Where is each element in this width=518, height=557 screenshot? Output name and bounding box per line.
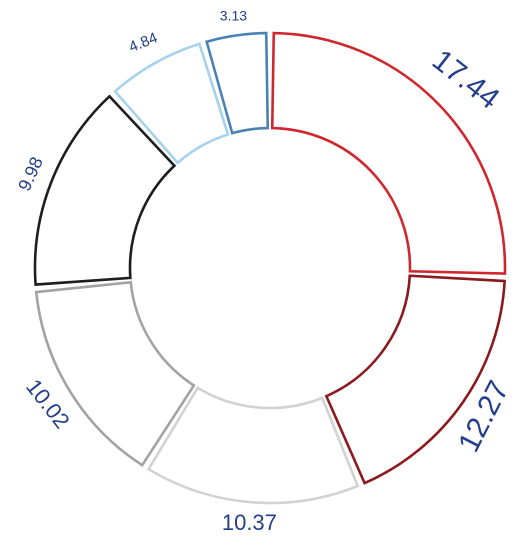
slice-label-5: 9.98	[14, 154, 47, 194]
donut-slice-4	[34, 280, 196, 467]
donut-slice-7	[205, 31, 270, 135]
slice-label-6: 4.84	[127, 29, 160, 56]
donut-slice-5	[33, 94, 177, 286]
donut-slice-1	[270, 31, 507, 275]
slice-label-3: 10.37	[222, 510, 277, 535]
donut-slice-6	[113, 42, 230, 165]
donut-slice-3	[146, 386, 360, 505]
donut-slice-2	[324, 274, 507, 485]
slice-label-7: 3.13	[220, 7, 247, 23]
